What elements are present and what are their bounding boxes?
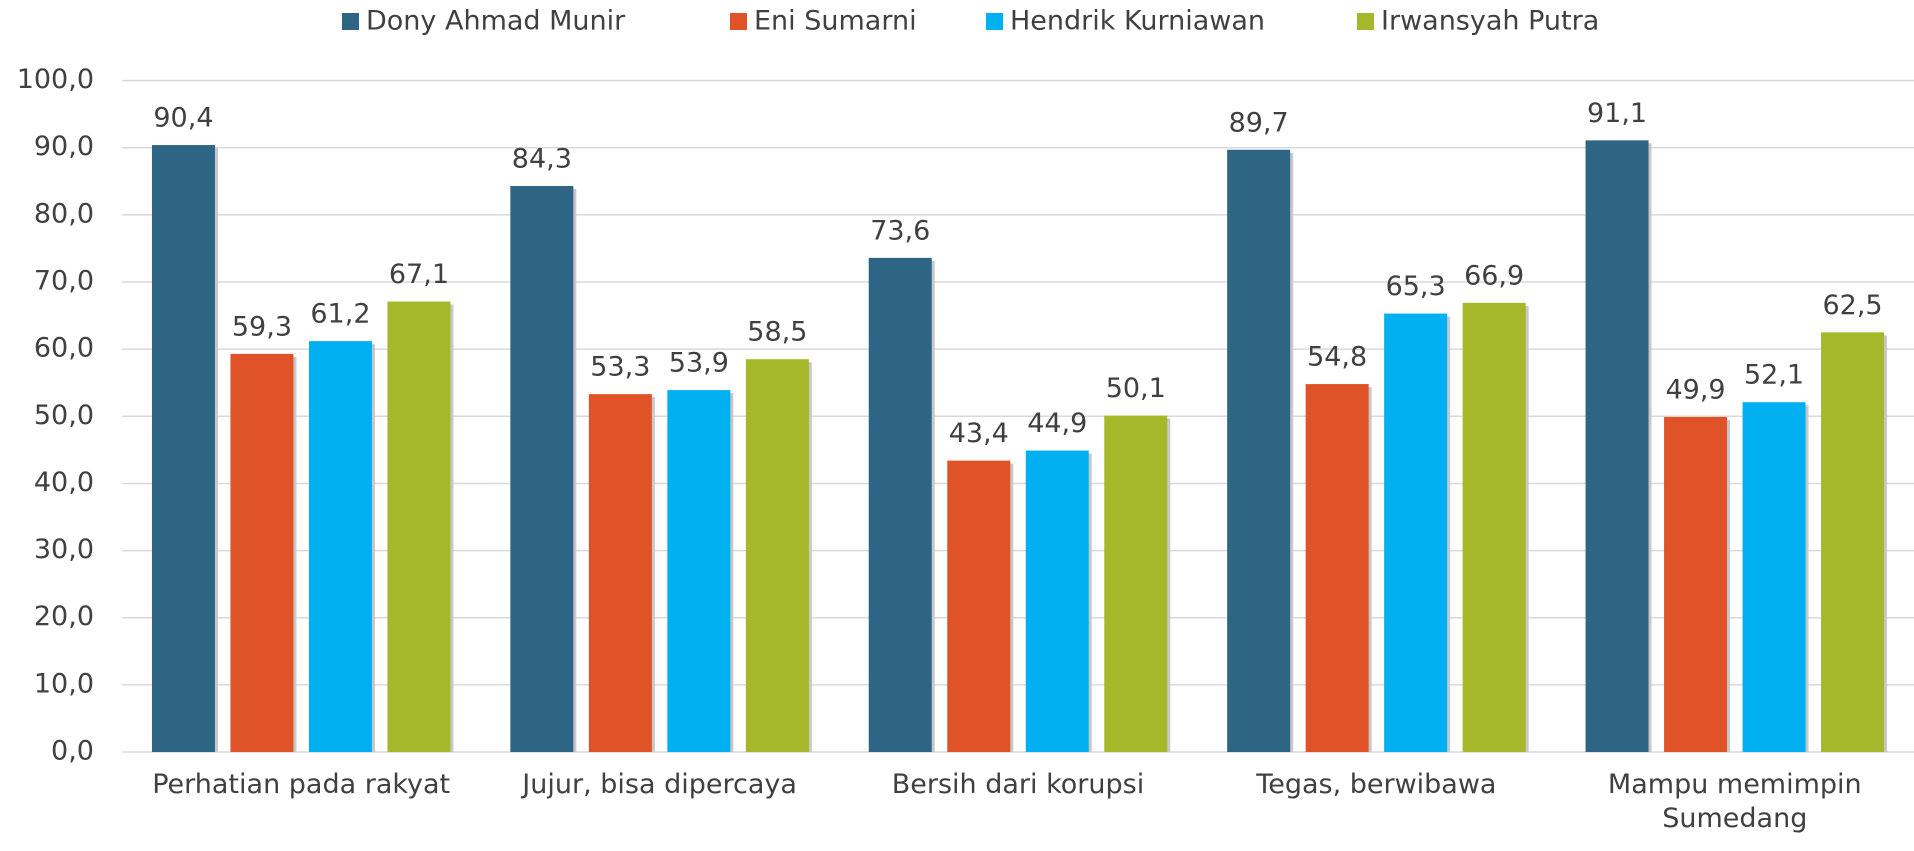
value-label: 52,1	[1744, 360, 1804, 391]
value-label: 65,3	[1386, 271, 1446, 302]
y-tick-label: 60,0	[34, 333, 94, 364]
value-label: 73,6	[870, 215, 930, 246]
bar	[868, 257, 932, 752]
value-label: 66,9	[1464, 260, 1524, 291]
legend-label: Hendrik Kurniawan	[1010, 6, 1265, 37]
bar	[1305, 384, 1369, 752]
value-label: 53,9	[669, 348, 729, 379]
legend-label: Eni Sumarni	[754, 6, 917, 37]
y-tick-label: 90,0	[34, 131, 94, 162]
value-label: 53,3	[590, 352, 650, 383]
legend-label: Dony Ahmad Munir	[366, 6, 626, 37]
y-tick-label: 80,0	[34, 198, 94, 229]
legend-swatch	[342, 13, 359, 30]
bar	[745, 359, 809, 752]
y-tick-label: 40,0	[34, 467, 94, 498]
bar	[1821, 332, 1885, 752]
bar	[1384, 313, 1448, 752]
value-label: 61,2	[310, 299, 370, 330]
bar	[1664, 416, 1728, 752]
value-label: 43,4	[949, 418, 1009, 449]
bar	[510, 186, 574, 753]
bar	[1227, 149, 1291, 752]
value-label: 91,1	[1587, 98, 1647, 129]
value-label: 54,8	[1307, 342, 1367, 373]
x-tick-label: Perhatian pada rakyat	[152, 769, 451, 800]
bar	[588, 394, 652, 752]
legend-swatch	[730, 13, 747, 30]
x-tick-label: Tegas, berwibawa	[1256, 769, 1497, 800]
bar	[308, 341, 372, 752]
x-tick-label: Bersih dari korupsi	[891, 769, 1145, 800]
x-tick-label: Mampu memimpin Sumedang	[1607, 769, 1862, 834]
y-tick-label: 70,0	[34, 266, 94, 297]
bar	[667, 390, 731, 752]
y-tick-label: 10,0	[34, 668, 94, 699]
value-label: 49,9	[1665, 374, 1725, 405]
value-label: 84,3	[512, 144, 572, 175]
legend-swatch	[1357, 13, 1374, 30]
legend-label: Irwansyah Putra	[1381, 6, 1599, 37]
y-tick-label: 30,0	[34, 534, 94, 565]
y-tick-label: 50,0	[34, 400, 94, 431]
bar	[387, 301, 451, 752]
bar	[151, 145, 215, 753]
value-label: 89,7	[1229, 107, 1289, 138]
value-label: 59,3	[232, 311, 292, 342]
value-label: 67,1	[389, 259, 449, 290]
y-tick-label: 100,0	[17, 64, 94, 95]
value-label: 62,5	[1822, 290, 1882, 321]
bar	[1742, 402, 1806, 752]
bar	[1585, 140, 1649, 752]
bar	[1104, 415, 1168, 752]
x-tick-label: Jujur, bisa dipercaya	[522, 769, 797, 800]
value-label: 90,4	[153, 103, 213, 134]
bar	[230, 353, 294, 752]
bar	[1462, 302, 1526, 752]
value-label: 44,9	[1027, 408, 1087, 439]
bar	[947, 460, 1011, 752]
value-label: 50,1	[1106, 373, 1166, 404]
y-tick-label: 20,0	[34, 601, 94, 632]
legend-swatch	[986, 13, 1003, 30]
bar	[1025, 450, 1089, 752]
y-tick-label: 0,0	[51, 736, 94, 767]
value-label: 58,5	[747, 317, 807, 348]
